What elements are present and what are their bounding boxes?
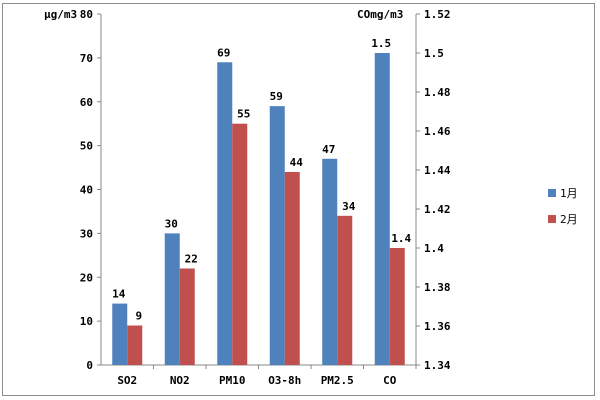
y-left-tick-label: 20 (80, 271, 93, 284)
bar-jan (374, 53, 390, 365)
data-label: 22 (185, 252, 198, 265)
data-label: 14 (112, 288, 126, 301)
data-label: 47 (322, 143, 335, 156)
bar-jan (322, 158, 338, 365)
legend-swatch (548, 189, 556, 197)
y-right-tick-label: 1.5 (424, 47, 444, 60)
x-tick-label: PM10 (219, 374, 246, 387)
y-left-tick-label: 50 (80, 140, 93, 153)
bar-jan (112, 303, 128, 365)
bar-feb (232, 123, 248, 365)
data-label: 69 (217, 46, 230, 59)
bar-feb (179, 268, 195, 365)
y-right-tick-label: 1.36 (424, 320, 451, 333)
y-left-tick-label: 0 (86, 359, 93, 372)
data-label: 59 (270, 90, 283, 103)
legend-swatch (548, 215, 556, 223)
y-left-tick-label: 30 (80, 227, 93, 240)
data-label: 44 (290, 156, 304, 169)
y-right-tick-label: 1.38 (424, 281, 451, 294)
y-right-tick-label: 1.52 (424, 8, 451, 21)
y-right-tick-label: 1.4 (424, 242, 444, 255)
bar-feb (127, 325, 143, 365)
x-tick-label: O3-8h (268, 374, 301, 387)
y-left-tick-label: 80 (80, 8, 93, 21)
data-label: 1.5 (371, 37, 391, 50)
legend-label: 2月 (560, 213, 578, 226)
y-right-tick-label: 1.46 (424, 125, 451, 138)
y-right-tick-label: 1.48 (424, 86, 451, 99)
bar-jan (217, 62, 233, 365)
bar-jan (164, 233, 180, 365)
bar-feb (337, 215, 353, 365)
y-left-tick-label: 10 (80, 315, 93, 328)
bar-feb (389, 248, 405, 365)
data-label: 55 (237, 108, 250, 121)
bar-feb (284, 171, 300, 365)
y-right-tick-label: 1.44 (424, 164, 451, 177)
bar-jan (269, 106, 285, 365)
x-tick-label: SO2 (117, 374, 137, 387)
y-axis-right-label: COmg/m3 (357, 8, 403, 21)
y-right-tick-label: 1.42 (424, 203, 451, 216)
y-axis-left-label: μg/m3 (44, 8, 77, 21)
y-left-tick-label: 40 (80, 184, 93, 197)
y-right-tick-label: 1.34 (424, 359, 451, 372)
data-label: 34 (342, 200, 356, 213)
data-label: 9 (135, 310, 142, 323)
data-label: 1.4 (391, 232, 411, 245)
x-tick-label: NO2 (170, 374, 190, 387)
legend-label: 1月 (560, 187, 578, 200)
data-label: 30 (165, 217, 178, 230)
x-tick-label: PM2.5 (321, 374, 354, 387)
y-left-tick-label: 60 (80, 96, 93, 109)
y-left-tick-label: 70 (80, 52, 93, 65)
x-tick-label: CO (383, 374, 397, 387)
